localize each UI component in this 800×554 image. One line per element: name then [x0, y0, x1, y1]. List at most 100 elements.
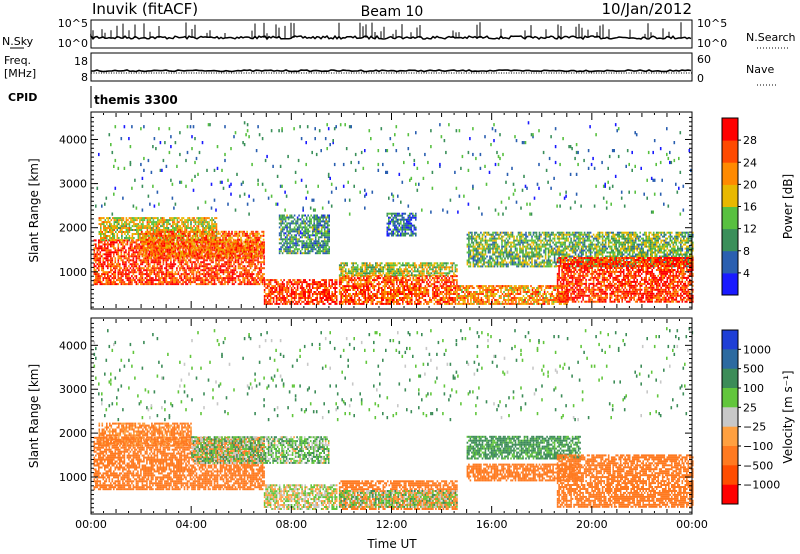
power-cell [152, 279, 154, 282]
nsky-panel-frame [90, 19, 693, 49]
power-cell [129, 263, 132, 266]
power-cell [132, 261, 135, 264]
power-cell [242, 267, 244, 270]
power-cell [247, 242, 250, 245]
power-cell [402, 297, 404, 299]
power-cell [245, 257, 247, 260]
power-cell [252, 283, 255, 286]
power-cell [379, 293, 382, 295]
power-cell [418, 302, 421, 305]
power-cell [189, 234, 191, 237]
power-cell [156, 250, 158, 253]
power-cell [202, 227, 204, 229]
power-cell [253, 232, 256, 235]
power-cell [290, 287, 293, 289]
power-cell [107, 235, 110, 237]
power-cell [390, 289, 392, 291]
power-cell [93, 247, 96, 250]
power-cell [308, 291, 311, 293]
power-cell [382, 285, 385, 288]
power-cell [308, 295, 311, 297]
power-cell [208, 250, 211, 253]
power-cell [219, 242, 221, 245]
power-cell [160, 239, 162, 241]
power-cell [95, 283, 97, 286]
power-cell [252, 281, 255, 284]
power-cell [156, 248, 158, 251]
power-cell [105, 247, 108, 250]
power-cell [116, 251, 118, 254]
power-cell [194, 233, 197, 235]
power-cell [411, 295, 413, 297]
power-cell [113, 273, 115, 276]
power-cell [107, 271, 109, 274]
power-cell [116, 223, 119, 226]
power-cell [369, 299, 371, 301]
power-cell [307, 297, 309, 299]
power-cell [126, 253, 129, 256]
power-cell [134, 241, 136, 244]
power-cell [116, 237, 119, 239]
power-cell [213, 277, 216, 280]
power-cell [153, 238, 155, 241]
power-cell [191, 271, 193, 274]
power-cell [206, 247, 208, 250]
power-cell [305, 302, 308, 305]
power-cell [124, 231, 126, 233]
power-cell [225, 281, 228, 284]
power-cell [140, 251, 142, 254]
power-cell [248, 271, 250, 274]
power-cell [388, 287, 391, 289]
power-cell [160, 232, 163, 235]
power-cell [189, 259, 192, 262]
power-cell [444, 300, 446, 303]
power-cell [187, 223, 189, 226]
power-cell [131, 233, 134, 235]
power-cell [343, 279, 345, 282]
power-cell [331, 297, 333, 299]
power-cell [212, 229, 215, 231]
power-cell [366, 264, 368, 267]
power-cell [206, 233, 209, 235]
power-cell [95, 277, 97, 280]
power-cell [205, 252, 208, 255]
power-cell [198, 256, 200, 259]
power-cell [219, 254, 221, 257]
power-cell [113, 283, 115, 286]
power-cell [447, 293, 449, 295]
power-cell [144, 283, 147, 286]
power-cell [359, 270, 362, 273]
power-cell [256, 252, 259, 255]
power-cell [335, 279, 338, 282]
power-cell [209, 267, 211, 270]
power-cell [130, 237, 132, 239]
power-cell [225, 249, 228, 252]
power-cell [170, 267, 172, 270]
power-cell [135, 267, 138, 270]
power-cell [415, 277, 418, 280]
power-cell [173, 263, 175, 266]
power-cell [225, 244, 227, 247]
power-cell [183, 238, 185, 241]
power-cell [298, 293, 300, 295]
power-cell [363, 287, 365, 289]
power-cell [148, 225, 150, 228]
power-cell [205, 231, 207, 233]
power-cell [258, 255, 261, 258]
power-cell [194, 221, 197, 224]
power-cell [382, 295, 385, 297]
power-cell [209, 225, 212, 228]
power-cell [144, 242, 146, 245]
power-cell [170, 253, 172, 256]
power-cell [237, 275, 240, 278]
power-cell [378, 281, 380, 284]
power-cell [186, 261, 189, 264]
power-cell [190, 221, 192, 224]
power-cell [138, 251, 141, 254]
power-cell [185, 261, 187, 264]
power-cell [182, 237, 185, 239]
power-cell [385, 262, 388, 265]
power-cell [132, 251, 135, 254]
power-cell [346, 277, 348, 280]
power-cell [184, 219, 186, 222]
